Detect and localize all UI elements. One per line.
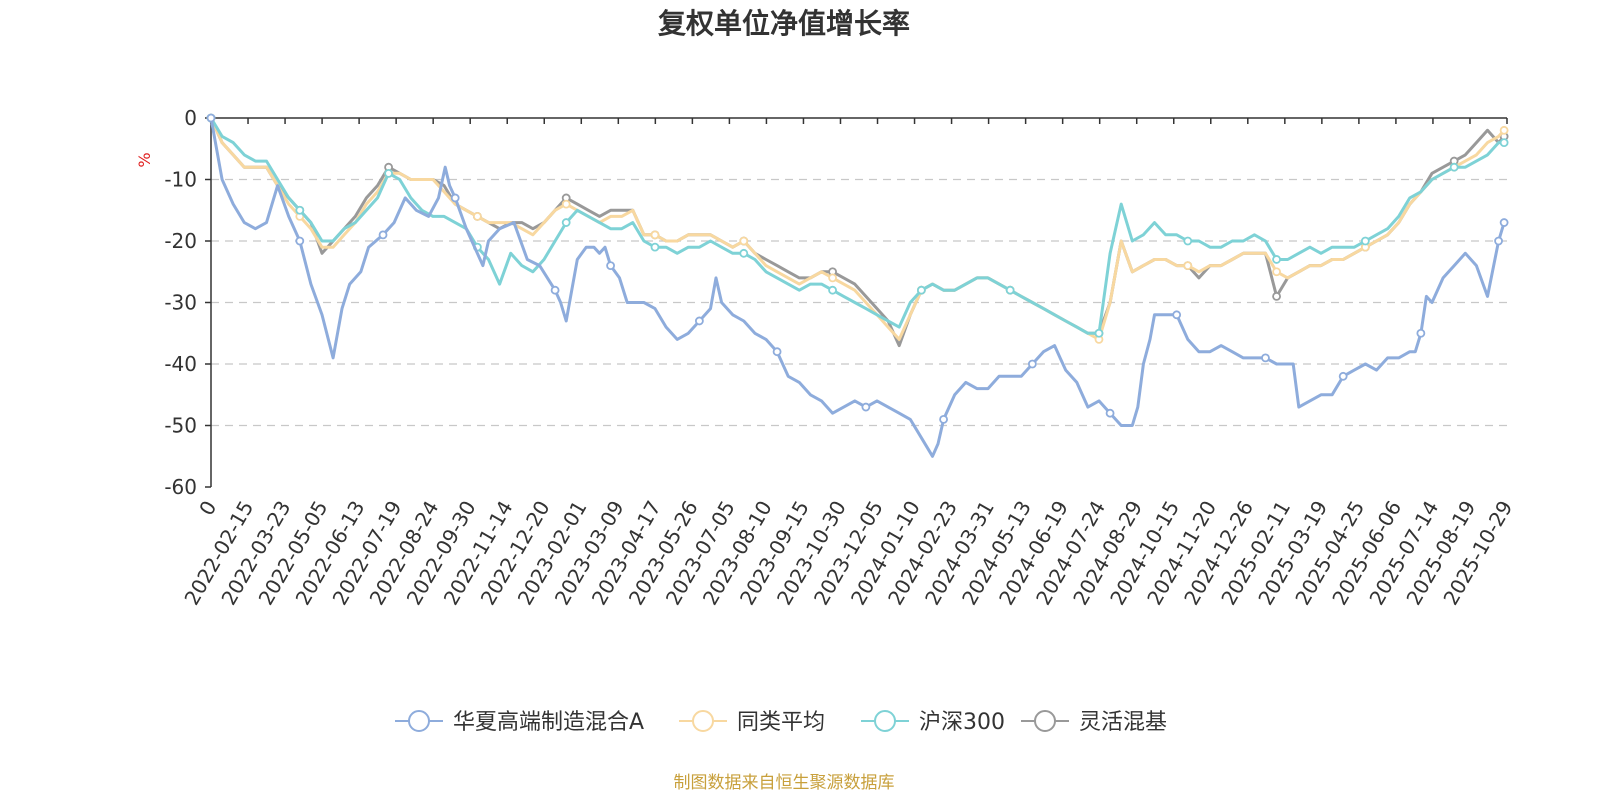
data-point <box>1272 267 1281 277</box>
series-line-1 <box>209 117 1506 341</box>
data-point <box>1027 359 1037 369</box>
data-point <box>828 285 837 295</box>
series-line-0 <box>209 117 1506 458</box>
legend-marker <box>692 710 714 732</box>
series-line-2 <box>209 117 1505 335</box>
data-point <box>1272 255 1281 264</box>
y-tick-label: 0 <box>184 106 197 130</box>
legend-item-2[interactable]: 沪深300 <box>861 710 1005 735</box>
data-point <box>1183 236 1193 246</box>
y-tick-label: -40 <box>164 352 197 376</box>
y-axis-unit: % <box>135 152 154 167</box>
y-tick-label: -10 <box>164 168 197 192</box>
legend-item-3[interactable]: 灵活混基 <box>1021 710 1167 735</box>
data-point <box>295 205 305 215</box>
legend-label: 灵活混基 <box>1079 710 1167 735</box>
data-point <box>1272 291 1281 301</box>
data-point <box>1338 371 1348 381</box>
series-line-3 <box>209 117 1506 348</box>
data-point <box>561 218 571 227</box>
data-point <box>916 285 926 295</box>
legend-label: 华夏高端制造混合A <box>453 710 644 735</box>
series-layer <box>206 113 1509 458</box>
y-tick-label: -20 <box>164 229 197 253</box>
data-point <box>650 242 660 252</box>
data-point <box>472 211 482 221</box>
data-point <box>1094 328 1104 338</box>
axis-layer: 0-10-20-30-40-50-6002022-02-152022-03-23… <box>164 106 1517 609</box>
y-tick-label: -30 <box>164 291 197 315</box>
legend-label: 同类平均 <box>737 710 825 735</box>
y-tick-label: -50 <box>164 414 197 438</box>
legend-marker <box>408 710 430 732</box>
legend-marker <box>1034 710 1056 732</box>
data-point <box>606 261 615 271</box>
data-point <box>650 230 660 240</box>
data-point <box>1261 353 1270 363</box>
data-point <box>1005 285 1015 295</box>
data-point <box>1360 236 1370 246</box>
data-point <box>1499 125 1509 135</box>
data-point <box>1499 218 1509 227</box>
data-point <box>1494 236 1503 246</box>
source-note: 制图数据来自恒生聚源数据库 <box>674 773 895 793</box>
data-point <box>206 113 216 123</box>
data-point <box>939 414 948 424</box>
legend-marker <box>874 710 896 732</box>
data-point <box>384 168 393 178</box>
data-point <box>1499 138 1509 148</box>
data-point <box>1105 408 1115 418</box>
data-point <box>772 347 782 357</box>
data-point <box>739 236 749 246</box>
data-point <box>1183 261 1193 271</box>
grid-layer <box>211 178 1507 427</box>
data-point <box>861 402 871 412</box>
data-point <box>694 316 704 326</box>
data-point <box>1449 162 1459 172</box>
data-point <box>378 230 388 240</box>
data-point <box>1416 328 1426 338</box>
legend[interactable]: 华夏高端制造混合A 同类平均 沪深300 灵活混基 <box>395 710 1167 735</box>
legend-item-0[interactable]: 华夏高端制造混合A <box>395 710 644 735</box>
data-point <box>295 236 305 246</box>
x-tick-label: 0 <box>194 497 221 520</box>
data-point <box>739 248 749 258</box>
data-point <box>561 199 571 209</box>
data-point <box>550 285 560 295</box>
data-point <box>828 273 837 283</box>
legend-item-1[interactable]: 同类平均 <box>679 710 825 735</box>
y-tick-label: -60 <box>164 475 197 499</box>
chart-title: 复权单位净值增长率 <box>658 7 910 40</box>
data-point <box>1172 310 1182 320</box>
legend-label: 沪深300 <box>919 710 1005 735</box>
data-point <box>450 193 460 203</box>
